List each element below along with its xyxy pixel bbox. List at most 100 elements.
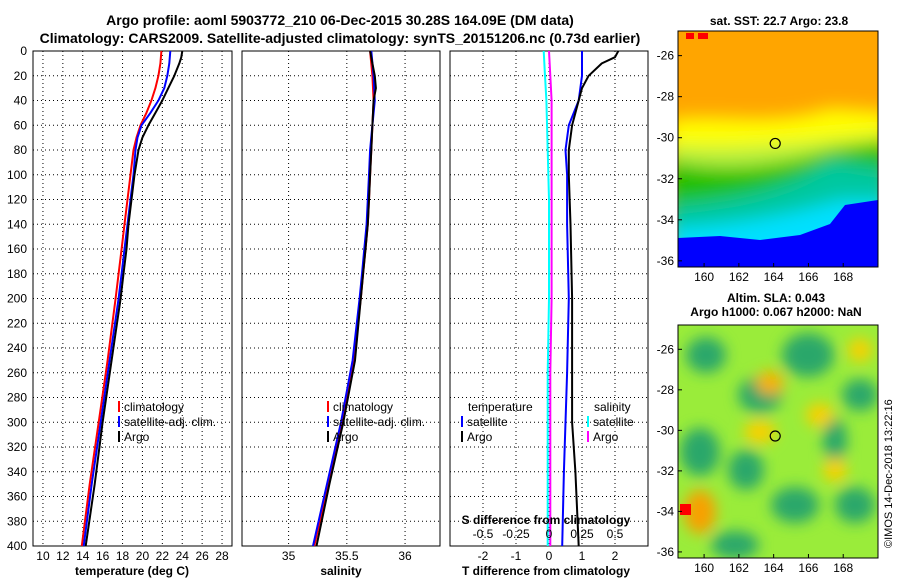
pressure-tick-label: 300 [7, 415, 27, 429]
lat-tick-label: -34 [657, 504, 675, 518]
legend-title-temperature: temperature [468, 400, 533, 414]
lon-tick-label: 168 [833, 270, 853, 284]
lat-tick-label: -28 [657, 383, 675, 397]
sst-map-title: sat. SST: 22.7 Argo: 23.8 [710, 14, 849, 28]
pressure-tick-label: 360 [7, 490, 27, 504]
sla-map-subtitle: Argo h1000: 0.067 h2000: NaN [690, 305, 861, 319]
pressure-tick-labels: 0 20 40 60 80 100 120 140 160 180 200 220 240 260 280 3… [7, 44, 27, 553]
legend-label-argo: Argo [333, 430, 359, 444]
tdiff-tick-label: 1 [579, 549, 586, 563]
lon-tick-label: 162 [729, 270, 749, 284]
salinity-tick-label: 36 [398, 549, 412, 563]
legend-label-climatology: climatology [333, 400, 393, 414]
legend-label-argo: Argo [124, 430, 150, 444]
tdiff-tick-label: 2 [612, 549, 619, 563]
legend-label-satellite: satellite-adj. clim. [333, 415, 425, 429]
temperature-grid [33, 50, 232, 547]
temperature-axis-label: temperature (deg C) [75, 564, 189, 578]
tdiff-tick-labels: -2 -1 0 1 2 [478, 549, 619, 563]
sla-lat-ticks: -26 -28 -30 -32 -34 -36 [657, 342, 682, 559]
temperature-tick-label: 28 [215, 549, 229, 563]
pressure-tick-label: 20 [14, 69, 28, 83]
salinity-axis-label: salinity [320, 564, 362, 578]
temperature-tick-label: 18 [116, 549, 130, 563]
pressure-tick-label: 120 [7, 193, 27, 207]
pressure-tick-label: 400 [7, 539, 27, 553]
pressure-tick-label: 180 [7, 267, 27, 281]
series-t-argo [567, 51, 620, 546]
legend-label-t-satellite: satellite [467, 415, 508, 429]
temperature-tick-label: 14 [76, 549, 90, 563]
sla-field-layers [680, 333, 878, 558]
sst-map-frame [677, 30, 879, 268]
tdiff-axis-label: T difference from climatology [462, 564, 630, 578]
sla-high [756, 371, 784, 395]
sla-map [678, 325, 878, 558]
sdiff-tick-label: -0.25 [502, 527, 530, 541]
salinity-tick-label: 35.5 [335, 549, 359, 563]
sdiff-tick-label: 0 [546, 527, 553, 541]
argo-position-marker [769, 430, 781, 442]
salinity-legend: climatology satellite-adj. clim. Argo [327, 400, 425, 444]
lon-tick-label: 160 [694, 270, 714, 284]
sla-low [686, 337, 726, 373]
pressure-tick-label: 340 [7, 465, 27, 479]
series-argo [84, 51, 184, 546]
sla-low [711, 531, 759, 558]
sdiff-tick-label: -0.5 [473, 527, 494, 541]
legend-label-t-argo: Argo [467, 430, 493, 444]
difference-series [542, 51, 620, 546]
sla-low [680, 428, 720, 476]
lon-tick-label: 160 [694, 561, 714, 575]
sst-lon-ticks: 160 162 164 166 168 [694, 263, 854, 284]
legend-label-satellite: satellite-adj. clim. [124, 415, 216, 429]
legend-title-salinity: salinity [594, 400, 631, 414]
pressure-tick-label: 280 [7, 391, 27, 405]
lat-tick-label: -36 [657, 545, 675, 559]
pressure-tick-label: 320 [7, 440, 27, 454]
salinity-grid [242, 50, 440, 547]
pressure-tick-label: 100 [7, 168, 27, 182]
lat-tick-label: -32 [657, 172, 675, 186]
pressure-tick-label: 140 [7, 217, 27, 231]
lon-tick-label: 162 [729, 561, 749, 575]
tdiff-tick-label: 0 [546, 549, 553, 563]
difference-grid [450, 50, 648, 547]
sla-high [744, 420, 776, 444]
lat-tick-label: -34 [657, 213, 675, 227]
sst-hot-pixel [698, 33, 708, 39]
pressure-tick-label: 80 [14, 143, 28, 157]
pressure-tick-label: 0 [20, 44, 27, 58]
pressure-tick-label: 240 [7, 341, 27, 355]
temperature-tick-label: 22 [156, 549, 170, 563]
pressure-tick-label: 200 [7, 292, 27, 306]
lon-tick-label: 166 [798, 561, 818, 575]
sla-map-frame [677, 324, 879, 559]
sla-low [842, 379, 878, 411]
temperature-tick-label: 16 [96, 549, 110, 563]
salinity-series [312, 51, 377, 546]
temperature-tick-label: 20 [136, 549, 150, 563]
sst-cold-water [678, 200, 878, 267]
series-climatology [80, 51, 163, 546]
series-climatology [313, 51, 375, 546]
series-s-argo [548, 51, 553, 546]
temperature-tick-labels: 10 12 14 16 18 20 22 24 26 28 [36, 549, 229, 563]
lon-tick-label: 168 [833, 561, 853, 575]
sdiff-tick-labels: -0.5 -0.25 0 0.25 0.5 [473, 527, 624, 541]
difference-legend: temperature satellite Argo salinity sate… [461, 400, 634, 444]
lat-tick-label: -28 [657, 90, 675, 104]
temperature-tick-label: 10 [36, 549, 50, 563]
lon-tick-label: 164 [764, 270, 784, 284]
lat-tick-label: -26 [657, 342, 675, 356]
tdiff-tick-label: -1 [511, 549, 522, 563]
figure-title-line1: Argo profile: aoml 5903772_210 06-Dec-20… [106, 12, 574, 28]
sla-low [835, 487, 875, 523]
lat-tick-label: -30 [657, 131, 675, 145]
pressure-tick-label: 220 [7, 316, 27, 330]
lat-tick-label: -32 [657, 464, 675, 478]
sla-high [848, 338, 872, 362]
lon-tick-label: 166 [798, 270, 818, 284]
tdiff-tick-label: -2 [478, 549, 489, 563]
